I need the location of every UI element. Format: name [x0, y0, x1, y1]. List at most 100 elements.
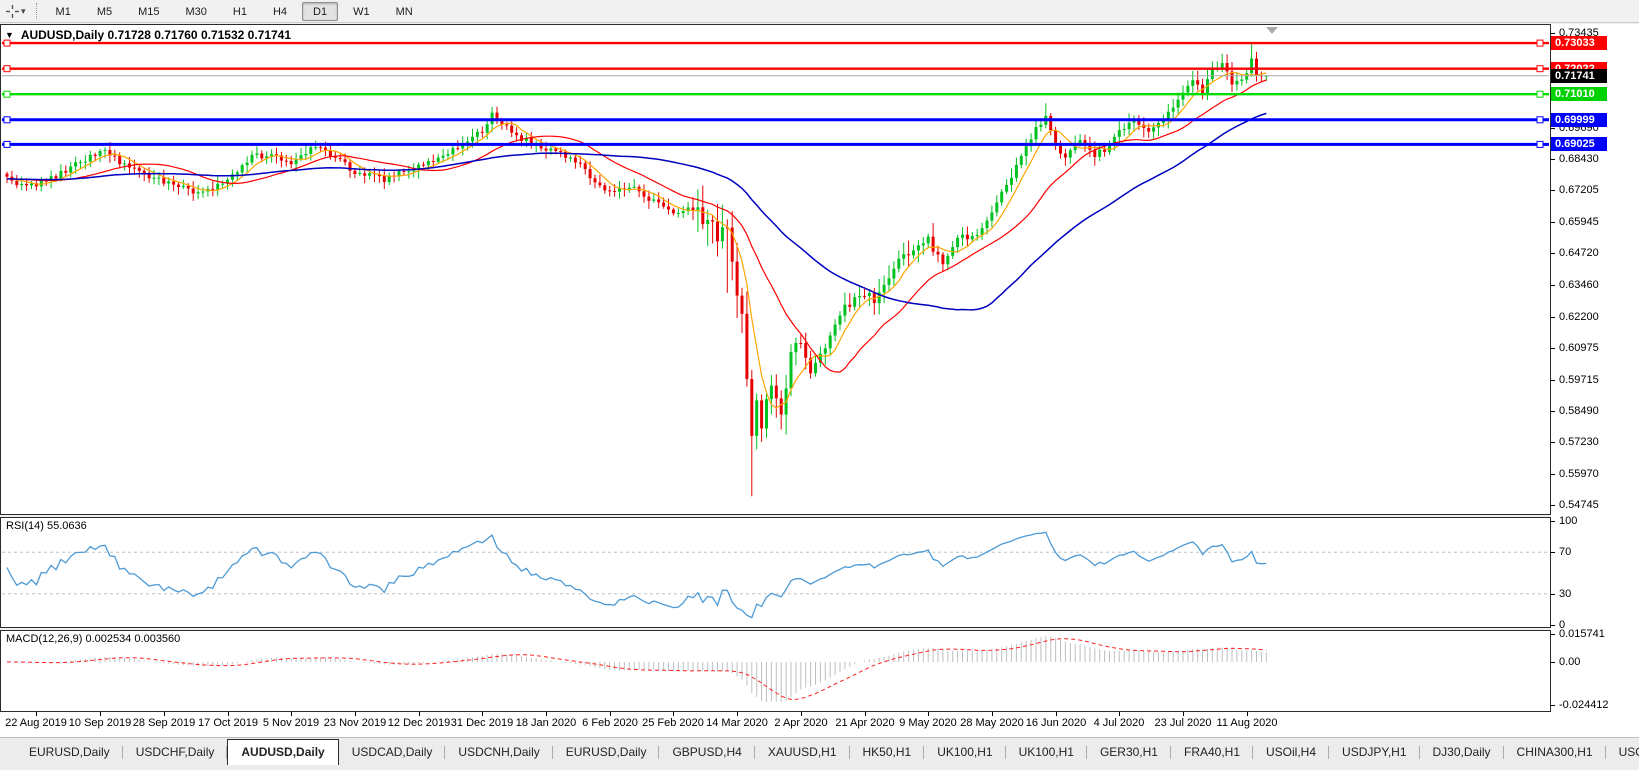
- price-level-badge: 0.73033: [1551, 36, 1607, 50]
- time-axis-tick: [1183, 712, 1184, 716]
- macd-axis-tick: [1550, 634, 1555, 635]
- price-axis-tick-label: 0.57230: [1559, 436, 1599, 448]
- price-axis-tick: [1550, 411, 1555, 412]
- chart-tab-dj30-daily[interactable]: DJ30,Daily: [1420, 740, 1504, 764]
- price-axis-tick-label: 0.65945: [1559, 216, 1599, 228]
- pane-splitter[interactable]: [0, 627, 1551, 630]
- chart-tab-gbpusd-h4[interactable]: GBPUSD,H4: [659, 740, 756, 764]
- macd-axis-tick: [1550, 662, 1555, 663]
- timeframe-button-m30[interactable]: M30: [185, 5, 207, 18]
- chart-tab-usoil-h4[interactable]: USOil,H4: [1253, 740, 1330, 764]
- timeframe-toolbar: M1 M5 M15 M30 H1 H4 D1 W1 MN: [43, 0, 426, 23]
- chart-tab-usdcad-daily[interactable]: USDCAD,Daily: [339, 740, 446, 764]
- time-axis-label: 31 Dec 2019: [450, 717, 514, 729]
- time-axis-label: 4 Jul 2020: [1093, 717, 1145, 729]
- price-chart-pane[interactable]: [0, 24, 1551, 515]
- ohlc-values: 0.71728 0.71760 0.71532 0.71741: [107, 28, 292, 42]
- time-axis-label: 21 Apr 2020: [835, 717, 895, 729]
- toolbar: ▾ M1 M5 M15 M30 H1 H4 D1 W1 MN: [0, 0, 1639, 23]
- macd-indicator-pane[interactable]: [0, 630, 1551, 712]
- rsi-indicator-pane[interactable]: [0, 517, 1551, 628]
- rsi-indicator-label: RSI(14) 55.0636: [6, 520, 87, 532]
- time-axis-label: 25 Feb 2020: [642, 717, 704, 729]
- timeframe-button-w1[interactable]: W1: [353, 5, 370, 18]
- time-axis-tick: [673, 712, 674, 716]
- price-axis-tick: [1550, 348, 1555, 349]
- timeframe-button-mn[interactable]: MN: [395, 5, 413, 18]
- time-axis-tick: [992, 712, 993, 716]
- time-axis-tick: [865, 712, 866, 716]
- time-axis-label: 14 Mar 2020: [706, 717, 768, 729]
- price-axis-tick-label: 0.64720: [1559, 247, 1599, 259]
- chart-tab-uk100-h1[interactable]: UK100,H1: [924, 740, 1006, 764]
- chart-tab-eurusd-daily[interactable]: EURUSD,Daily: [16, 740, 123, 764]
- time-axis-label: 22 Aug 2019: [5, 717, 67, 729]
- chart-tab-uk100-h1[interactable]: UK100,H1: [1006, 740, 1088, 764]
- crosshair-tool-icon[interactable]: [3, 2, 21, 20]
- time-axis-tick: [1247, 712, 1248, 716]
- time-axis-label: 23 Nov 2019: [323, 717, 387, 729]
- chart-tab-hk50-h1[interactable]: HK50,H1: [850, 740, 925, 764]
- chart-tab-fra40-h1[interactable]: FRA40,H1: [1171, 740, 1254, 764]
- timeframe-button-m5[interactable]: M5: [96, 5, 113, 18]
- time-axis-label: 28 Sep 2019: [132, 717, 196, 729]
- time-axis-tick: [801, 712, 802, 716]
- time-axis-strip: [0, 712, 1639, 737]
- price-axis-tick: [1550, 474, 1555, 475]
- timeframe-button-h1[interactable]: H1: [232, 5, 247, 18]
- timeframe-button-d1[interactable]: D1: [302, 1, 339, 21]
- chart-tab-audusd-daily[interactable]: AUDUSD,Daily: [227, 739, 339, 765]
- time-axis-label: 28 May 2020: [960, 717, 1024, 729]
- chart-tab-usdcnh-daily[interactable]: USDCNH,Daily: [445, 740, 554, 764]
- collapse-icon[interactable]: ▼: [5, 30, 14, 40]
- chevron-down-icon[interactable]: ▾: [21, 5, 26, 16]
- price-axis-tick-label: 0.63460: [1559, 279, 1599, 291]
- chart-tab-eurusd-daily[interactable]: EURUSD,Daily: [553, 740, 660, 764]
- chart-tab-usdjpy-h1[interactable]: USDJPY,H1: [1329, 740, 1421, 764]
- rsi-axis-tick-label: 30: [1559, 588, 1572, 600]
- price-axis-tick-label: 0.59715: [1559, 374, 1599, 386]
- rsi-axis-tick-label: 100: [1559, 515, 1578, 527]
- price-axis-tick: [1550, 128, 1555, 129]
- macd-indicator-label: MACD(12,26,9) 0.002534 0.003560: [6, 633, 181, 645]
- chart-tab-usdchf-daily[interactable]: USDCHF,Daily: [123, 740, 228, 764]
- price-axis-tick-label: 0.68430: [1559, 153, 1599, 165]
- chart-tab-china300-h1[interactable]: CHINA300,H1: [1504, 740, 1606, 764]
- toolbar-grip: [35, 3, 37, 19]
- chart-tab-usoil-h1[interactable]: USOil,H1: [1606, 740, 1639, 764]
- macd-axis-tick-label: 0.015741: [1559, 628, 1605, 640]
- price-axis-tick: [1550, 442, 1555, 443]
- time-axis-label: 17 Oct 2019: [198, 717, 258, 729]
- macd-axis-tick-label: -0.024412: [1559, 699, 1609, 711]
- price-axis-tick: [1550, 222, 1555, 223]
- time-axis-tick: [291, 712, 292, 716]
- time-axis-tick: [546, 712, 547, 716]
- time-axis-tick: [228, 712, 229, 716]
- macd-axis-tick: [1550, 705, 1555, 706]
- pane-splitter[interactable]: [0, 514, 1551, 517]
- price-level-badge: 0.71741: [1551, 69, 1607, 83]
- timeframe-button-h4[interactable]: H4: [272, 5, 288, 18]
- time-axis-tick: [355, 712, 356, 716]
- price-axis-tick-label: 0.60975: [1559, 342, 1599, 354]
- price-axis-tick: [1550, 380, 1555, 381]
- price-axis-tick: [1550, 317, 1555, 318]
- timeframe-button-m15[interactable]: M15: [138, 5, 160, 18]
- chart-title: ▼ AUDUSD,Daily 0.71728 0.71760 0.71532 0…: [5, 28, 291, 42]
- rsi-axis-tick-label: 70: [1559, 546, 1572, 558]
- chart-tab-xauusd-h1[interactable]: XAUUSD,H1: [755, 740, 850, 764]
- chart-tab-ger30-h1[interactable]: GER30,H1: [1087, 740, 1172, 764]
- time-axis-tick: [419, 712, 420, 716]
- time-axis-label: 5 Nov 2019: [262, 717, 320, 729]
- timeframe-button-m1[interactable]: M1: [55, 5, 71, 18]
- price-axis-tick: [1550, 285, 1555, 286]
- time-axis-label: 9 May 2020: [899, 717, 957, 729]
- time-axis-label: 16 Jun 2020: [1025, 717, 1087, 729]
- time-axis-tick: [100, 712, 101, 716]
- time-axis-tick: [737, 712, 738, 716]
- price-level-badge: 0.69025: [1551, 137, 1607, 151]
- time-axis-tick: [482, 712, 483, 716]
- price-axis-tick: [1550, 505, 1555, 506]
- time-axis-tick: [36, 712, 37, 716]
